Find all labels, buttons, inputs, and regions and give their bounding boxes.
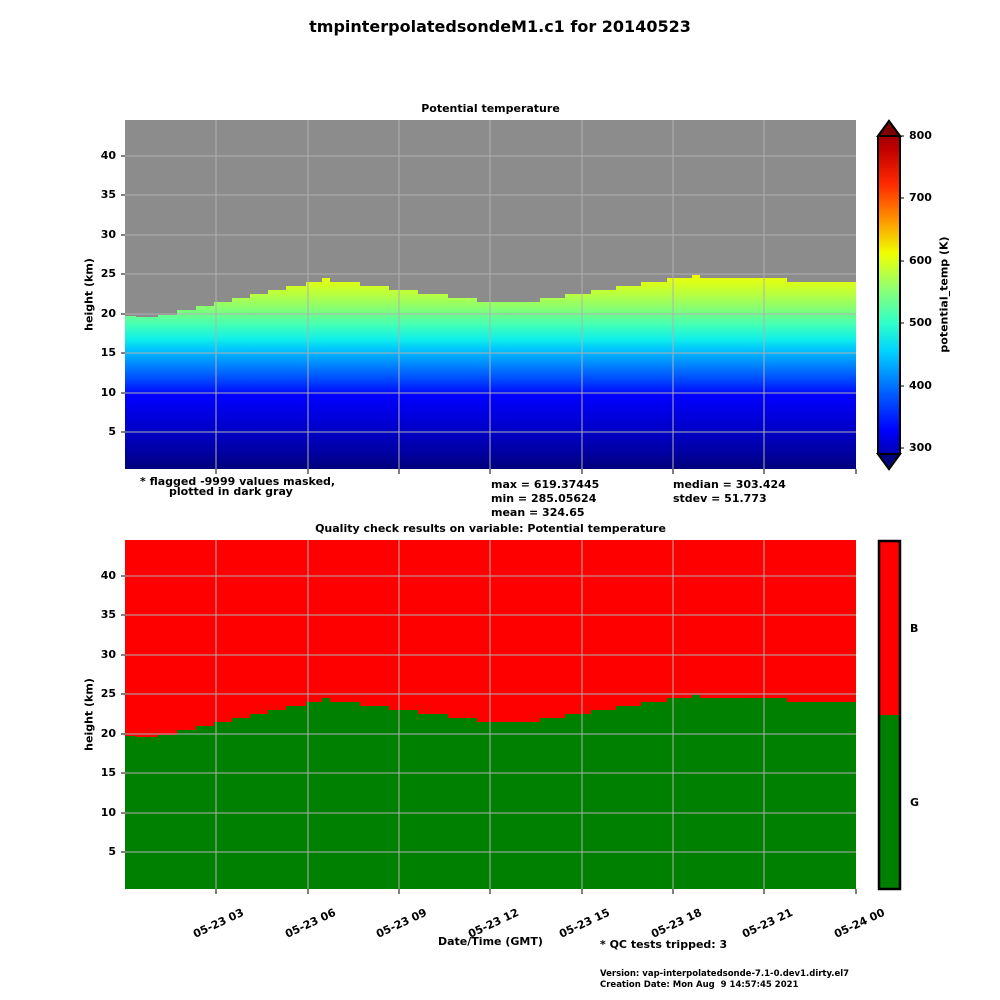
- mask-note-line1: * flagged -9999 values masked,: [140, 475, 336, 488]
- figure-title: tmpinterpolatedsondeM1.c1 for 20140523: [309, 17, 691, 36]
- top-ytick-20: 20: [100, 307, 116, 320]
- version-text: Version: vap-interpolatedsonde-7.1-0.dev…: [600, 969, 850, 979]
- top-ylabel: height (km): [82, 258, 96, 331]
- stat-median: median = 303.424: [673, 478, 786, 491]
- stat-max: max = 619.37445: [491, 478, 600, 491]
- cbar-tick-700: 700: [909, 191, 932, 204]
- top-ytick-40: 40: [100, 149, 116, 162]
- top-ytick-5: 5: [108, 425, 116, 438]
- top-ytick-15: 15: [100, 346, 116, 359]
- colorbar-label: potential_temp (K): [937, 236, 951, 353]
- bottom-ytick-15: 15: [100, 766, 116, 779]
- top-ytick-35: 35: [100, 188, 116, 201]
- bottom-ytick-20: 20: [100, 727, 116, 740]
- mask-note-line2: plotted in dark gray: [169, 485, 293, 498]
- bottom-axis-ticks: [121, 575, 857, 894]
- stat-min: min = 285.05624: [491, 492, 597, 505]
- creation-date-text: Creation Date: Mon Aug 9 14:57:45 2021: [600, 980, 799, 990]
- xlabel: Date/Time (GMT): [438, 935, 543, 948]
- top-panel-title: Potential temperature: [421, 102, 560, 115]
- bottom-ytick-30: 30: [100, 648, 116, 661]
- top-ytick-10: 10: [100, 386, 116, 399]
- cbar-tick-400: 400: [909, 379, 932, 392]
- stat-stdev: stdev = 51.773: [673, 492, 767, 505]
- cbar-tick-600: 600: [909, 254, 932, 267]
- cbar-tick-500: 500: [909, 316, 932, 329]
- qc-label-bad: B: [910, 622, 919, 635]
- bottom-ytick-25: 25: [100, 687, 116, 700]
- top-grid: [125, 120, 856, 469]
- bottom-ytick-35: 35: [100, 608, 116, 621]
- cbar-tick-800: 800: [909, 129, 932, 142]
- bottom-ytick-5: 5: [108, 845, 116, 858]
- bottom-ytick-40: 40: [100, 569, 116, 582]
- bottom-ytick-10: 10: [100, 806, 116, 819]
- bottom-grid: [125, 540, 856, 889]
- top-axis-ticks: [121, 155, 857, 474]
- qc-colorbar: [877, 539, 902, 891]
- top-ytick-25: 25: [100, 267, 116, 280]
- stat-mean: mean = 324.65: [491, 506, 585, 519]
- top-ytick-30: 30: [100, 228, 116, 241]
- potential-temp-colorbar: [876, 119, 904, 471]
- bottom-panel-title: Quality check results on variable: Poten…: [315, 522, 666, 535]
- qc-tests-tripped-note: * QC tests tripped: 3: [600, 938, 728, 951]
- qc-label-good: G: [910, 796, 920, 809]
- cbar-tick-300: 300: [909, 441, 932, 454]
- bottom-ylabel: height (km): [82, 678, 96, 751]
